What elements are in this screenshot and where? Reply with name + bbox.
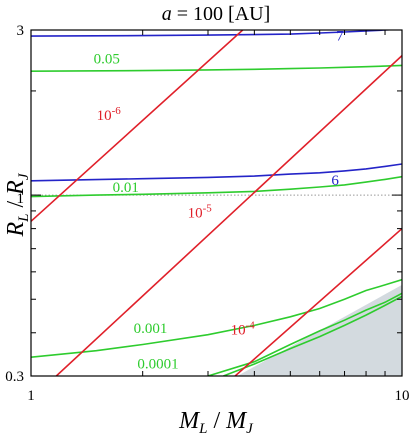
series-label-3: 0.01	[113, 180, 139, 196]
series-line-green-4	[31, 278, 402, 358]
series-line-green-2	[31, 64, 402, 72]
x-tick-label-1: 1	[27, 388, 35, 404]
ylabel-b-sub: J	[16, 172, 32, 180]
series-line-green-6	[223, 295, 402, 376]
series-labels: 7 6 0.05 0.01 0.001 0.0001 10-6 10-5 10-4	[94, 28, 345, 372]
xlabel-a-sub: L	[198, 421, 207, 437]
xlabel-b-sub: J	[246, 421, 254, 437]
series-line-red-9	[234, 228, 402, 376]
series-label-7: 10-6	[97, 105, 122, 124]
x-axis-label: ML / MJ	[178, 408, 254, 437]
ylabel-sep: /	[3, 195, 29, 214]
series-line-green-3	[31, 175, 402, 198]
series-line-green-5	[207, 292, 402, 376]
series-label-1: 6	[331, 173, 339, 189]
series-line-blue-1	[31, 163, 402, 182]
y-tick-label-1: 1	[17, 191, 25, 207]
series-line-red-7	[31, 30, 244, 222]
plot-frame	[30, 29, 403, 377]
axis-ticks	[30, 29, 403, 377]
ylabel-a: R	[3, 222, 29, 238]
series-label-5: 0.0001	[137, 357, 178, 373]
series-line-red-8	[55, 55, 402, 376]
y-tick-label-3: 3	[17, 23, 25, 39]
series-label-8: 10-5	[188, 203, 213, 222]
x-tick-label-10: 10	[395, 388, 410, 404]
series-label-9: 10-4	[231, 320, 256, 339]
y-tick-label-0-3: 0.3	[5, 369, 24, 385]
chart-title: a = 100 [AU]	[162, 3, 271, 25]
title-rest: = 100 [AU]	[172, 3, 271, 25]
series-label-0: 7	[336, 28, 344, 44]
xlabel-a: M	[178, 408, 201, 434]
xlabel-sep: /	[208, 408, 227, 434]
xlabel-b: M	[225, 408, 248, 434]
title-var: a	[162, 3, 172, 25]
ylabel-a-sub: L	[16, 214, 32, 223]
series-label-2: 0.05	[94, 52, 120, 68]
y-axis-label: RL / RJ	[3, 172, 32, 237]
series-label-4: 0.001	[134, 321, 168, 337]
series-layer	[31, 30, 402, 376]
ylabel-b: R	[3, 180, 29, 196]
